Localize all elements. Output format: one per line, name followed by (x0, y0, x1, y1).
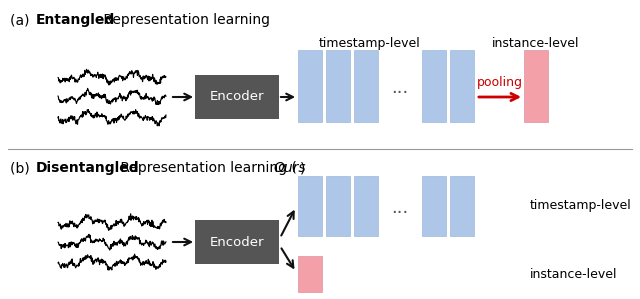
Text: timestamp-level: timestamp-level (319, 37, 421, 50)
Text: (a): (a) (10, 13, 34, 27)
Text: timestamp-level: timestamp-level (530, 199, 632, 213)
Bar (298, 176, 322, 236)
FancyBboxPatch shape (195, 220, 279, 264)
Bar (326, 50, 350, 122)
Bar (354, 50, 378, 122)
Text: Representation learning: Representation learning (99, 13, 270, 27)
Text: Representation learning (: Representation learning ( (116, 161, 297, 175)
Bar (524, 50, 548, 122)
Bar (326, 176, 350, 236)
Text: Ours: Ours (273, 161, 306, 175)
Bar (298, 256, 322, 292)
Bar (354, 176, 378, 236)
Text: ): ) (300, 161, 305, 175)
Text: instance-level: instance-level (492, 37, 580, 50)
FancyBboxPatch shape (195, 75, 279, 119)
Text: instance-level: instance-level (530, 268, 618, 280)
Text: ...: ... (392, 79, 408, 97)
Text: Encoder: Encoder (210, 91, 264, 103)
Bar (422, 176, 446, 236)
Text: ...: ... (392, 199, 408, 217)
Bar (450, 50, 474, 122)
Text: pooling: pooling (477, 76, 523, 89)
Bar (422, 50, 446, 122)
Text: Entangled: Entangled (36, 13, 115, 27)
Text: Disentangled: Disentangled (36, 161, 140, 175)
Text: Encoder: Encoder (210, 236, 264, 248)
Bar (298, 50, 322, 122)
Bar (450, 176, 474, 236)
Text: (b): (b) (10, 161, 34, 175)
